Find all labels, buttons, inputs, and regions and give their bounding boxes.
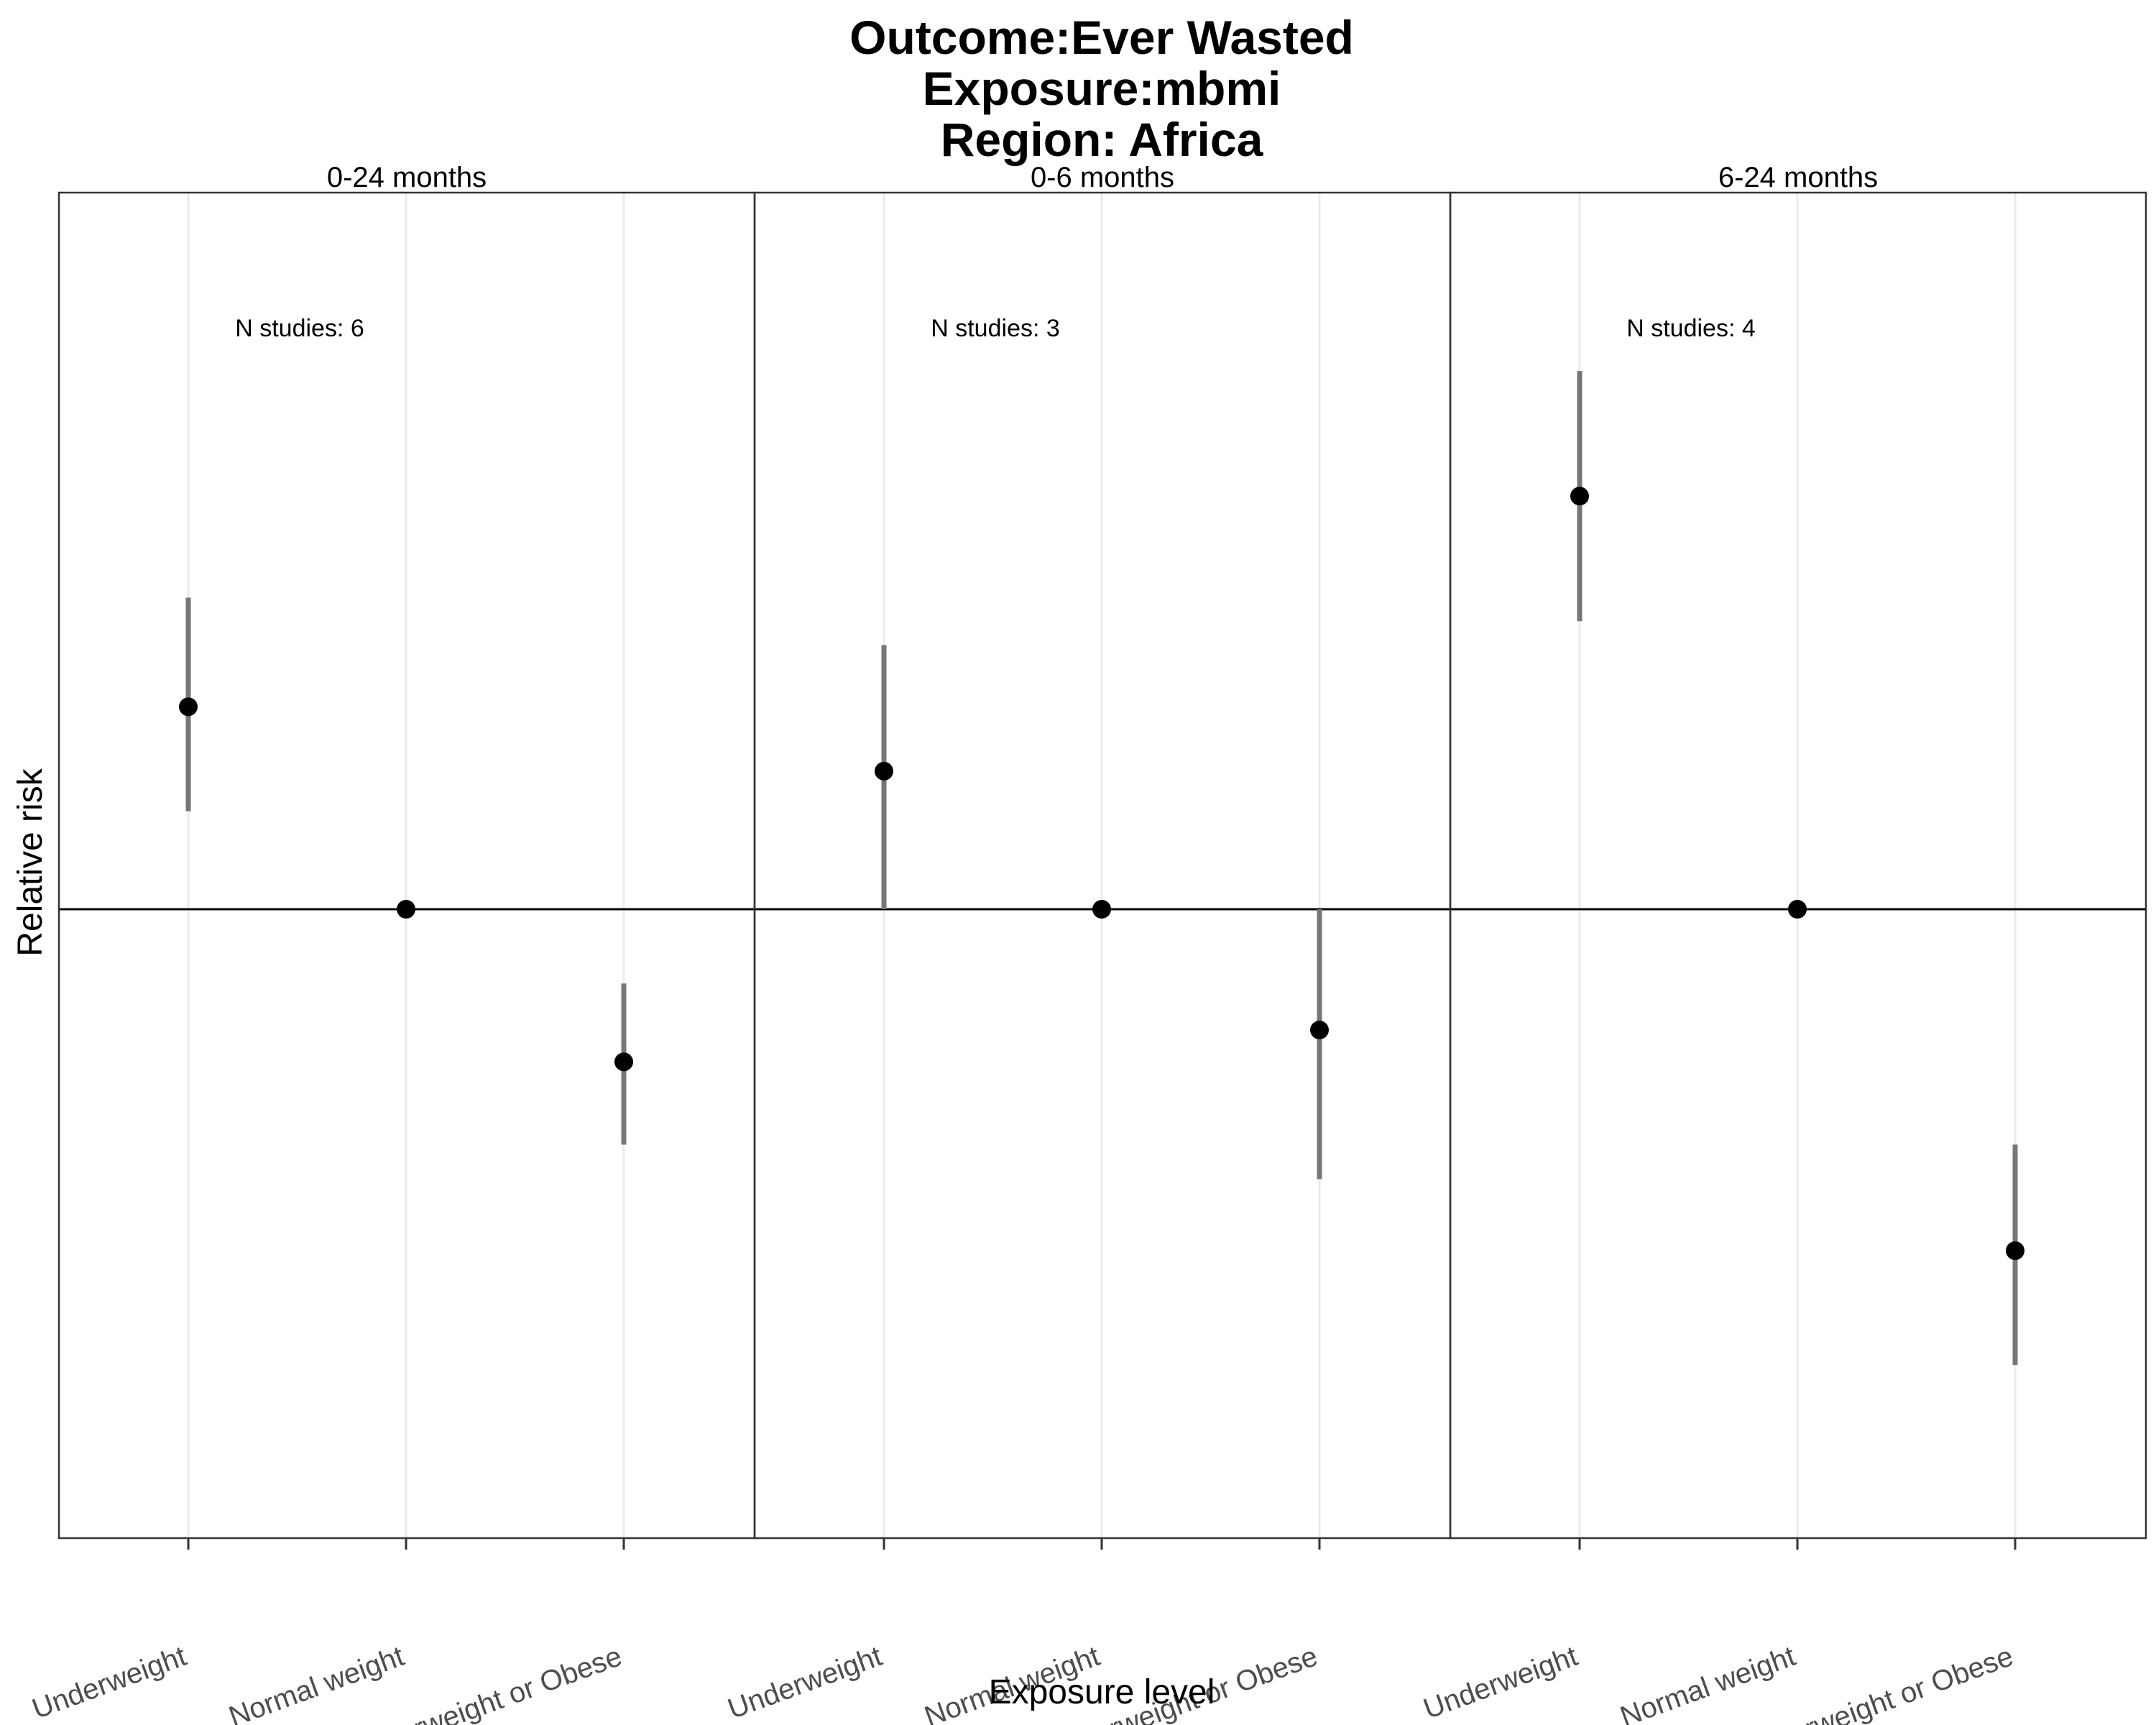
estimate-point bbox=[875, 761, 893, 781]
panel-3: 6-24 months N studies: 4 Underweight Normal… bbox=[1419, 162, 2147, 1725]
estimate-point bbox=[1788, 900, 1807, 919]
n-studies-label: N studies: 3 bbox=[931, 315, 1060, 342]
chart-title: Outcome:Ever WastedExposure:mbmiRegion: … bbox=[849, 11, 1354, 166]
x-tick-label: Underweight bbox=[724, 1640, 886, 1725]
x-tick-label: Underweight bbox=[1419, 1640, 1582, 1725]
panel-strip-label: 0-24 months bbox=[327, 162, 487, 193]
panel-strip-label: 6-24 months bbox=[1718, 162, 1878, 193]
title-line-1: Outcome:Ever Wasted bbox=[849, 11, 1354, 64]
n-studies-label: N studies: 4 bbox=[1626, 315, 1756, 342]
estimate-point bbox=[1570, 487, 1589, 506]
estimate-point bbox=[614, 1052, 633, 1072]
estimate-point bbox=[179, 697, 198, 717]
x-tick-label: Underweight bbox=[28, 1640, 190, 1725]
x-tick-label: Normal weight bbox=[1616, 1640, 1800, 1725]
x-tick-label: Normal weight bbox=[225, 1640, 408, 1725]
title-line-2: Exposure:mbmi bbox=[923, 62, 1281, 115]
estimate-point bbox=[397, 900, 415, 919]
facet-panels: 0-24 months N studies: 6 Underweight Normal… bbox=[28, 162, 2147, 1725]
estimate-point bbox=[2006, 1241, 2024, 1261]
panel-1: 0-24 months N studies: 6 Underweight Normal… bbox=[28, 162, 756, 1725]
y-axis-title: Relative risk bbox=[11, 768, 50, 956]
estimate-point bbox=[1310, 1021, 1329, 1040]
panel-strip-label: 0-6 months bbox=[1031, 162, 1174, 193]
x-axis-title: Exposure level bbox=[989, 1673, 1215, 1711]
n-studies-label: N studies: 6 bbox=[235, 315, 364, 342]
title-line-3: Region: Africa bbox=[941, 113, 1264, 166]
estimate-point bbox=[1092, 900, 1111, 919]
